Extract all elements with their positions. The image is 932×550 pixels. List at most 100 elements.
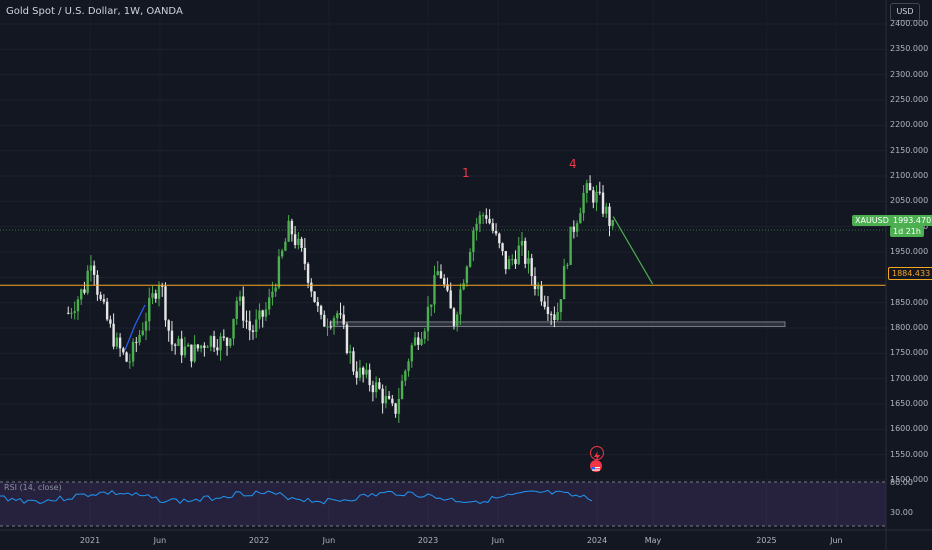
candle-body [122, 348, 125, 353]
candle-body [157, 285, 161, 299]
candle-body [524, 240, 527, 264]
y-tick-label: 2200.000 [890, 120, 929, 130]
candle-body [410, 345, 413, 362]
currency-button[interactable]: USD [890, 3, 920, 21]
candle-body [468, 252, 472, 267]
y-tick-label: 1950.000 [890, 247, 929, 256]
lightning-icon[interactable] [590, 446, 604, 461]
candle-body [368, 369, 371, 386]
candle-body [384, 395, 388, 404]
candle-body [520, 240, 524, 246]
y-tick-label: 1550.000 [890, 449, 929, 459]
candle-body [553, 314, 556, 321]
candle-body [238, 296, 242, 301]
candle-body [89, 265, 93, 271]
candle-body [342, 314, 345, 325]
y-tick-label: 2100.000 [890, 171, 929, 180]
candle-body [313, 291, 316, 303]
candle-body [151, 293, 154, 298]
candle-body [148, 297, 151, 322]
candle-body [144, 321, 148, 331]
y-tick-label: 2300.000 [890, 69, 929, 79]
candle-body [404, 370, 407, 381]
candle-body [433, 275, 436, 305]
candle-body [73, 311, 76, 313]
candle-body [494, 230, 498, 234]
candle-body [242, 296, 245, 321]
rsi-label[interactable]: RSI (14, close) [4, 483, 62, 492]
candle-body [319, 305, 323, 315]
candle-body [605, 206, 608, 214]
candle-body [595, 191, 598, 203]
candle-body [485, 215, 488, 219]
y-tick-label: 2400.000 [890, 19, 929, 28]
candle-body [326, 326, 329, 328]
candle-body [251, 330, 255, 332]
candle-body [459, 289, 462, 315]
y-tick-label: 1500.000 [890, 475, 929, 484]
candle-body [190, 344, 193, 362]
candle-body [481, 215, 485, 217]
candle-body [592, 190, 595, 203]
candle-body [536, 285, 540, 290]
candle-body [267, 297, 271, 310]
candle-body [339, 313, 342, 315]
y-tick-label: 1800.000 [890, 323, 929, 332]
us-flag-icon[interactable] [590, 460, 602, 472]
candle-body [193, 344, 196, 362]
candle-body [293, 234, 297, 245]
countdown-tag: 1d 21h [890, 226, 924, 237]
candle-body [517, 245, 520, 265]
x-tick-label: 2024 [586, 536, 608, 545]
candle-body [355, 371, 358, 378]
candle-body [264, 309, 268, 317]
candle-body [209, 336, 213, 347]
candle-body [443, 278, 446, 285]
candle-body [455, 314, 459, 326]
rsi-level-label: 30.00 [890, 508, 913, 517]
candle-body [387, 395, 391, 399]
candle-body [128, 361, 132, 363]
candle-body [280, 250, 284, 257]
candle-body [413, 337, 417, 346]
candle-body [235, 300, 238, 319]
candle-body [349, 351, 352, 354]
candle-body [352, 351, 355, 372]
x-tick-label: 2023 [417, 536, 439, 545]
candle-body [378, 382, 381, 389]
candle-body [138, 334, 141, 343]
x-tick-label: 2022 [248, 536, 270, 545]
y-tick-label: 1600.000 [890, 424, 929, 434]
candle-body [585, 183, 589, 193]
candle-body [115, 337, 119, 347]
candle-body [527, 258, 530, 264]
candle-body [546, 306, 550, 315]
candle-body [556, 312, 559, 321]
candle-body [164, 286, 167, 321]
candle-body [310, 282, 313, 292]
candle-body [559, 299, 563, 313]
candle-body [284, 241, 287, 251]
candle-body [381, 388, 384, 404]
candle-body [579, 213, 582, 224]
projection-line [612, 216, 654, 285]
candle-body [271, 291, 274, 298]
candle-body [274, 287, 277, 292]
y-tick-label: 2050.000 [890, 196, 929, 206]
candle-body [177, 338, 180, 346]
candle-body [161, 285, 164, 287]
candle-body [491, 223, 495, 231]
candle-body [588, 183, 592, 191]
candle-body [488, 218, 491, 224]
candle-body [173, 344, 177, 346]
candle-body [446, 284, 449, 291]
candle-body [229, 338, 232, 346]
candle-body [70, 312, 73, 314]
candle-body [196, 344, 200, 349]
candle-body [245, 320, 248, 322]
candle-body [336, 313, 339, 319]
x-tick-label: 2025 [756, 536, 777, 545]
candle-body [436, 271, 439, 276]
y-tick-label: 2350.000 [890, 44, 929, 54]
